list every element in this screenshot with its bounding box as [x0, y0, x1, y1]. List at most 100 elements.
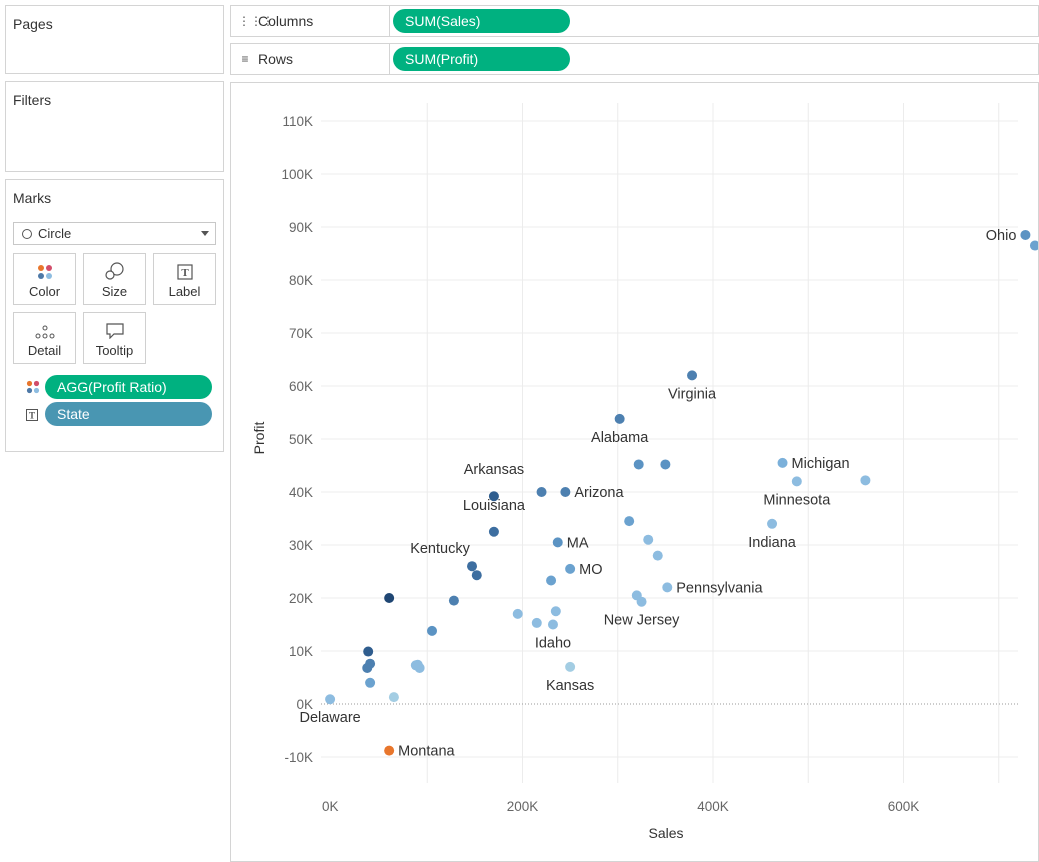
data-point[interactable]	[791, 476, 802, 487]
data-point[interactable]	[560, 487, 571, 497]
data-point[interactable]	[624, 516, 635, 527]
y-tick-label: 70K	[289, 326, 313, 341]
data-point[interactable]	[388, 692, 399, 703]
point-label: Pennsylvania	[676, 580, 763, 596]
color-button[interactable]: Color	[13, 253, 76, 305]
data-point[interactable]	[565, 661, 576, 672]
point-label: Indiana	[748, 535, 797, 551]
point-label: Michigan	[792, 456, 850, 472]
data-point[interactable]	[536, 487, 547, 497]
point-label: Kansas	[546, 678, 594, 694]
data-point[interactable]	[512, 608, 523, 619]
data-point[interactable]	[471, 570, 482, 581]
tooltip-button[interactable]: Tooltip	[83, 312, 146, 364]
data-point[interactable]	[767, 518, 778, 529]
data-point[interactable]	[325, 694, 336, 705]
filters-title: Filters	[13, 92, 52, 108]
label-button[interactable]: T Label	[153, 253, 216, 305]
data-point[interactable]	[662, 582, 673, 593]
detail-button-label: Detail	[27, 343, 62, 358]
color-button-label: Color	[28, 284, 61, 299]
point-label: Alabama	[591, 430, 649, 446]
state-label-pill[interactable]: State	[45, 402, 212, 426]
size-icon	[84, 254, 145, 280]
data-point[interactable]	[448, 595, 459, 606]
x-axis-title: Sales	[648, 825, 683, 841]
y-tick-label: 60K	[289, 379, 313, 394]
rows-shelf: ≡ Rows SUM(Profit)	[230, 43, 1039, 75]
data-point[interactable]	[412, 659, 423, 670]
mark-type-dropdown[interactable]: Circle	[13, 222, 216, 245]
y-tick-label: 10K	[289, 644, 313, 659]
data-point[interactable]	[660, 459, 671, 470]
data-point[interactable]	[552, 537, 563, 548]
y-tick-label: 80K	[289, 273, 313, 288]
state-pill-label: State	[57, 406, 90, 422]
color-property-icon	[26, 380, 40, 399]
data-point[interactable]	[1029, 240, 1038, 251]
rows-label: Rows	[258, 51, 294, 67]
y-tick-label: 20K	[289, 591, 313, 606]
sum-profit-pill[interactable]: SUM(Profit)	[393, 47, 570, 71]
data-point[interactable]	[365, 677, 376, 688]
point-labels: IllinoisCaliforniaTexasOhioNew YorkFlori…	[299, 228, 1016, 760]
x-tick-label: 0K	[322, 799, 339, 814]
size-button[interactable]: Size	[83, 253, 146, 305]
data-point[interactable]	[384, 593, 395, 603]
data-point[interactable]	[427, 625, 438, 636]
marks-panel: Marks Circle Color Size T L	[5, 179, 224, 452]
data-point[interactable]	[777, 457, 788, 468]
data-point[interactable]	[652, 550, 663, 561]
point-label: MO	[579, 562, 602, 578]
point-label: Delaware	[299, 710, 360, 726]
data-point[interactable]	[384, 745, 395, 756]
detail-button[interactable]: Detail	[13, 312, 76, 364]
y-tick-label: -10K	[284, 750, 313, 765]
columns-shelf: ⋮⋮⋮ Columns SUM(Sales)	[230, 5, 1039, 37]
point-label: Minnesota	[763, 492, 831, 508]
data-point[interactable]	[488, 491, 499, 502]
data-point[interactable]	[633, 459, 644, 470]
data-point[interactable]	[546, 575, 557, 586]
columns-label: Columns	[258, 13, 314, 29]
pages-title: Pages	[13, 16, 53, 32]
gridlines	[321, 103, 1018, 783]
data-point[interactable]	[636, 596, 647, 607]
data-point[interactable]	[531, 617, 542, 628]
data-point[interactable]	[1020, 229, 1031, 240]
data-point[interactable]	[643, 534, 654, 545]
columns-shelf-label: ⋮⋮⋮ Columns	[231, 6, 390, 36]
color-property-row: AGG(Profit Ratio)	[21, 375, 221, 399]
profit-ratio-color-pill[interactable]: AGG(Profit Ratio)	[45, 375, 212, 399]
data-point[interactable]	[565, 563, 576, 574]
pages-panel: Pages	[5, 5, 224, 74]
columns-icon: ⋮⋮⋮	[238, 14, 274, 28]
x-tick-label: 400K	[697, 799, 729, 814]
y-tick-label: 40K	[289, 485, 313, 500]
point-label: Kentucky	[410, 541, 470, 557]
y-tick-label: 110K	[282, 114, 313, 129]
data-point[interactable]	[687, 370, 698, 381]
sum-sales-pill-label: SUM(Sales)	[405, 13, 481, 29]
point-label: Louisiana	[463, 498, 526, 514]
data-point[interactable]	[362, 662, 373, 673]
y-tick-label: 0K	[296, 697, 313, 712]
dropdown-arrow-icon	[201, 231, 209, 236]
y-tick-label: 30K	[289, 538, 313, 553]
detail-icon	[14, 313, 75, 339]
svg-text:T: T	[29, 411, 35, 421]
x-axis-ticks: 0K200K400K600K800K1000K1200K1400K	[322, 799, 919, 814]
point-label: Virginia	[668, 386, 717, 402]
data-point[interactable]	[467, 561, 478, 572]
data-point[interactable]	[547, 619, 558, 630]
sum-profit-pill-label: SUM(Profit)	[405, 51, 479, 67]
sum-sales-pill[interactable]: SUM(Sales)	[393, 9, 570, 33]
data-point[interactable]	[614, 413, 625, 424]
data-point[interactable]	[488, 526, 499, 537]
data-point[interactable]	[860, 475, 871, 486]
y-axis-title: Profit	[251, 422, 267, 455]
label-icon: T	[154, 254, 215, 280]
color-icon	[14, 254, 75, 280]
data-point[interactable]	[363, 646, 374, 657]
data-point[interactable]	[550, 606, 561, 617]
